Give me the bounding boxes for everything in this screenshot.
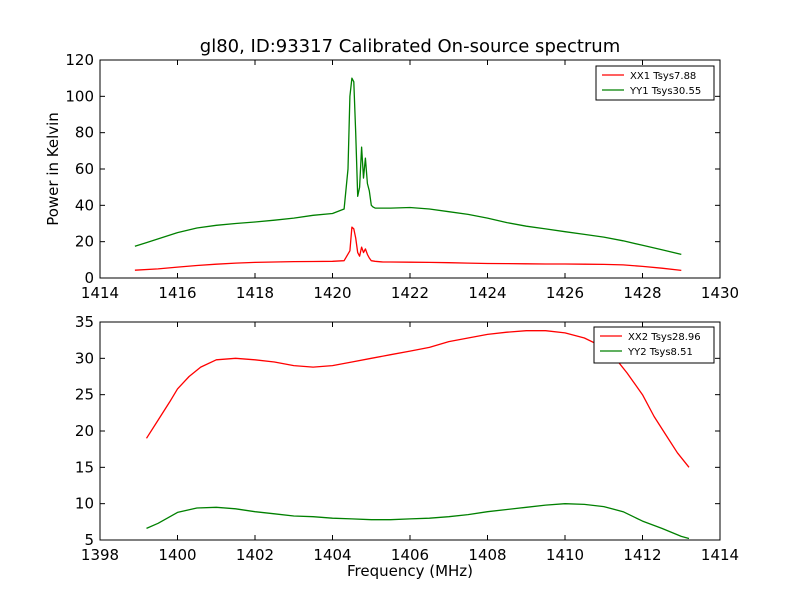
y-tick-label: 60	[75, 160, 94, 178]
y-tick-label: 30	[75, 349, 94, 367]
bottom-legend: XX2 Tsys28.96 YY2 Tsys8.51	[593, 326, 715, 364]
y-tick-label: 15	[75, 458, 94, 476]
top-series-group	[134, 77, 682, 272]
series-line-1-1	[134, 226, 682, 272]
x-tick-label: 1430	[701, 284, 739, 302]
x-tick-label: 1418	[236, 284, 274, 302]
legend-label: XX2 Tsys28.96	[628, 332, 701, 343]
y-tick-label: 20	[75, 233, 94, 251]
x-tick-label: 1414	[81, 284, 119, 302]
y-tick-label: 40	[75, 196, 94, 214]
top-ticks-group: 1414 1416 1418 1420 1422 1424 1426 1428 1430 0 20 4…	[65, 51, 739, 302]
y-tick-label: 25	[75, 386, 94, 404]
y-tick-label: 10	[75, 495, 94, 513]
bottom-series-group	[145, 330, 690, 540]
chart-title: gl80, ID:93317 Calibrated On-source spec…	[200, 36, 620, 57]
x-tick-label: 1408	[468, 546, 506, 564]
x-tick-label: 1400	[158, 546, 196, 564]
legend-label: YY2 Tsys8.51	[627, 347, 693, 358]
x-tick-label: 1424	[468, 284, 506, 302]
x-tick-label: 1412	[623, 546, 661, 564]
y-tick-label: 20	[75, 422, 94, 440]
x-tick-label: 1426	[546, 284, 584, 302]
bottom-x-axis-label: Frequency (MHz)	[347, 562, 473, 580]
x-tick-label: 1422	[391, 284, 429, 302]
series-line-1-2	[134, 77, 682, 256]
y-tick-label: 120	[65, 51, 94, 69]
top-legend: XX1 Tsys7.88 YY1 Tsys30.55	[595, 65, 715, 101]
legend-label: XX1 Tsys7.88	[630, 71, 696, 82]
y-tick-label: 35	[75, 313, 94, 331]
series-line-2-1	[145, 330, 690, 468]
x-tick-label: 1404	[313, 546, 351, 564]
y-tick-label: 100	[65, 87, 94, 105]
y-tick-label: 80	[75, 124, 94, 142]
x-tick-label: 1428	[623, 284, 661, 302]
x-tick-label: 1420	[313, 284, 351, 302]
legend-box	[595, 65, 715, 101]
y-tick-label: 5	[84, 531, 94, 549]
x-tick-label: 1414	[701, 546, 739, 564]
legend-label: YY1 Tsys30.55	[629, 86, 701, 97]
top-panel: gl80, ID:93317 Calibrated On-source spec…	[44, 36, 739, 302]
top-plot-frame	[99, 59, 721, 279]
legend-box	[593, 326, 715, 364]
x-tick-label: 1406	[391, 546, 429, 564]
x-tick-label: 1416	[158, 284, 196, 302]
bottom-plot-frame	[99, 321, 721, 541]
x-tick-label: 1398	[81, 546, 119, 564]
x-tick-label: 1402	[236, 546, 274, 564]
series-line-2-2	[146, 503, 690, 540]
bottom-ticks-group: 1398 1400 1402 1404 1406 1408 1410 1412 1414 5 10 1…	[75, 313, 739, 564]
bottom-panel: Frequency (MHz) 1398 1400 1402 1404 1406 1408…	[75, 313, 739, 580]
x-tick-label: 1410	[546, 546, 584, 564]
top-y-axis-label: Power in Kelvin	[44, 112, 62, 226]
y-tick-label: 0	[84, 269, 94, 287]
